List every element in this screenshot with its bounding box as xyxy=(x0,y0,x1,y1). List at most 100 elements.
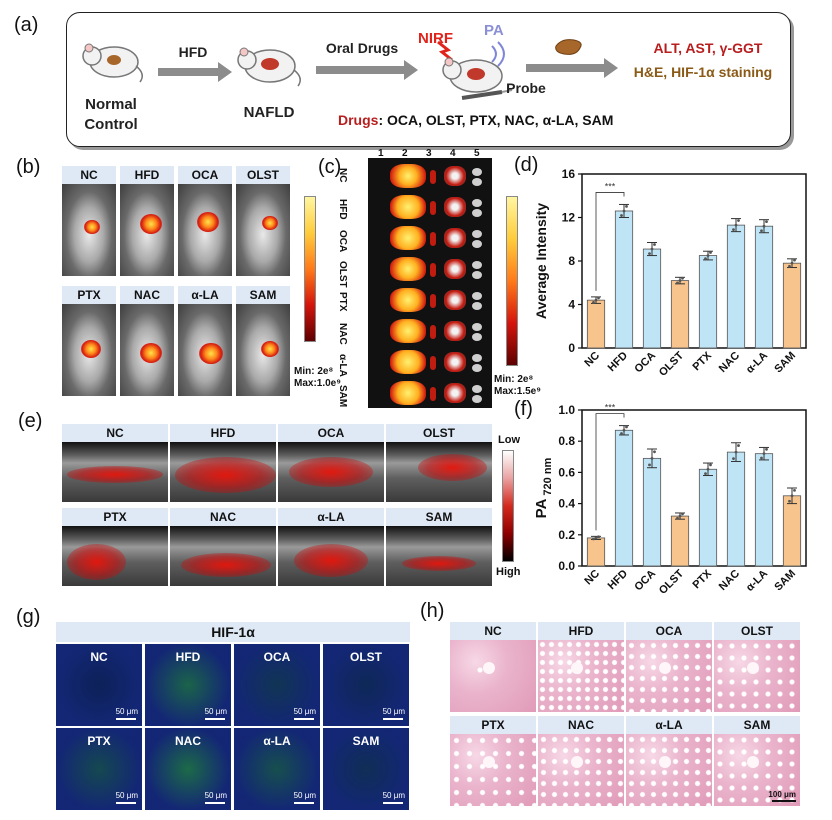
panel-label-a: (a) xyxy=(14,14,39,36)
data-point xyxy=(622,209,626,213)
drugs-line: Drugs: OCA, OLST, PTX, NAC, α-LA, SAM xyxy=(338,112,613,128)
kidney-organ xyxy=(444,166,466,186)
data-point xyxy=(732,457,735,461)
bar-oca xyxy=(642,248,662,349)
data-point xyxy=(681,512,684,516)
central-vein xyxy=(570,661,583,674)
bar-nc xyxy=(586,299,606,349)
organ-row-label: OCA xyxy=(337,230,348,253)
x-tick-label: NAC xyxy=(717,350,742,375)
scale-bar-label: 50 μm xyxy=(204,791,227,800)
spleen-organ xyxy=(430,263,436,277)
x-tick-label: SAM xyxy=(772,568,798,594)
pa-tile-oca: OCA xyxy=(278,424,384,502)
nirf-colorbar-b xyxy=(304,196,316,342)
pa-signal xyxy=(175,457,276,493)
x-tick-label: α-LA xyxy=(744,350,770,376)
he-tile-olst: OLST xyxy=(714,622,800,712)
data-point xyxy=(765,447,768,451)
hif-tile-label: SAM xyxy=(352,734,380,748)
fluorescence-signal xyxy=(83,219,100,234)
pa-tile-nac: NAC xyxy=(170,508,276,586)
ultrasound-image xyxy=(386,526,492,586)
organ-small xyxy=(472,178,482,186)
scale-bar-label: 50 μm xyxy=(115,707,138,716)
significance-label: *** xyxy=(605,181,616,191)
scale-bar xyxy=(383,802,403,804)
spleen-organ xyxy=(430,325,436,339)
organ-row-label: OLST xyxy=(337,261,348,288)
scale-bar-label: 50 μm xyxy=(115,791,138,800)
data-point xyxy=(681,276,684,280)
pa-tile-label: NC xyxy=(106,426,124,440)
he-image xyxy=(714,734,800,806)
organ-small xyxy=(472,354,482,362)
organ-row-label: NC xyxy=(337,168,348,183)
bar-ptx xyxy=(698,255,718,349)
organ-small xyxy=(472,385,482,393)
scale-bar-label: 100 μm xyxy=(768,790,796,799)
ultrasound-image xyxy=(278,442,384,502)
hif-tile-label: PTX xyxy=(87,734,111,748)
organ-row-label: SAM xyxy=(337,385,348,408)
data-point xyxy=(706,467,710,471)
pa-tile-nc: NC xyxy=(62,424,168,502)
mouse-image xyxy=(62,184,116,276)
scale-bar xyxy=(116,802,136,804)
spleen-organ xyxy=(430,356,436,370)
drugs-prefix: Drugs xyxy=(338,112,379,128)
he-image xyxy=(450,734,536,806)
x-tick-label: NC xyxy=(582,350,602,370)
pa-tile-alpha-la: α-LA xyxy=(278,508,384,586)
scale-bar-label: 50 μm xyxy=(204,707,227,716)
scale-bar xyxy=(205,718,225,720)
scale-bar xyxy=(383,718,403,720)
hif-tile-label: NC xyxy=(90,650,108,664)
organ-row-label: HFD xyxy=(337,199,348,220)
y-tick-label: 0.8 xyxy=(558,434,575,448)
data-point xyxy=(704,257,707,261)
pa-tile-label: OLST xyxy=(423,426,455,440)
he-tile-label: α-LA xyxy=(655,718,683,732)
he-image xyxy=(626,640,712,712)
liver-organ xyxy=(390,257,426,281)
data-point xyxy=(653,450,656,454)
organ-column-label: 2 xyxy=(402,148,408,159)
ultrasound-image xyxy=(62,442,168,502)
schematic-box xyxy=(66,12,791,147)
bar-nc xyxy=(586,537,606,567)
central-vein xyxy=(658,755,671,768)
x-tick-label: NC xyxy=(582,568,602,588)
ultrasound-image xyxy=(386,442,492,502)
he-image xyxy=(714,640,800,712)
panel-label-h: (h) xyxy=(420,600,445,622)
pa-tile-ptx: PTX xyxy=(62,508,168,586)
liver-organ xyxy=(390,319,426,343)
central-vein xyxy=(658,661,671,674)
nafld-label: NAFLD xyxy=(243,104,295,121)
organ-small xyxy=(472,323,482,331)
data-point xyxy=(788,499,791,503)
kidney-organ xyxy=(444,290,466,310)
he-tile-label: NAC xyxy=(568,718,594,732)
pa-tile-label: α-LA xyxy=(317,510,345,524)
organ-row-label: PTX xyxy=(337,292,348,312)
pa-signal xyxy=(67,544,126,580)
mouse-image xyxy=(236,184,290,276)
pa-label: PA xyxy=(484,22,504,39)
bar-alpha-la xyxy=(754,453,774,567)
data-point xyxy=(678,279,682,282)
data-point xyxy=(709,463,712,467)
data-point xyxy=(676,281,679,285)
x-tick-label: OLST xyxy=(657,349,686,378)
he-tile-label: OCA xyxy=(655,624,683,638)
x-tick-label: α-LA xyxy=(744,568,770,594)
data-point xyxy=(788,264,791,268)
data-point xyxy=(790,261,794,265)
scale-bar-label: 50 μm xyxy=(293,707,316,716)
data-point xyxy=(622,428,626,432)
x-tick-label: PTX xyxy=(690,349,714,373)
hif-tile-label: NAC xyxy=(175,734,201,748)
data-point xyxy=(648,463,651,467)
